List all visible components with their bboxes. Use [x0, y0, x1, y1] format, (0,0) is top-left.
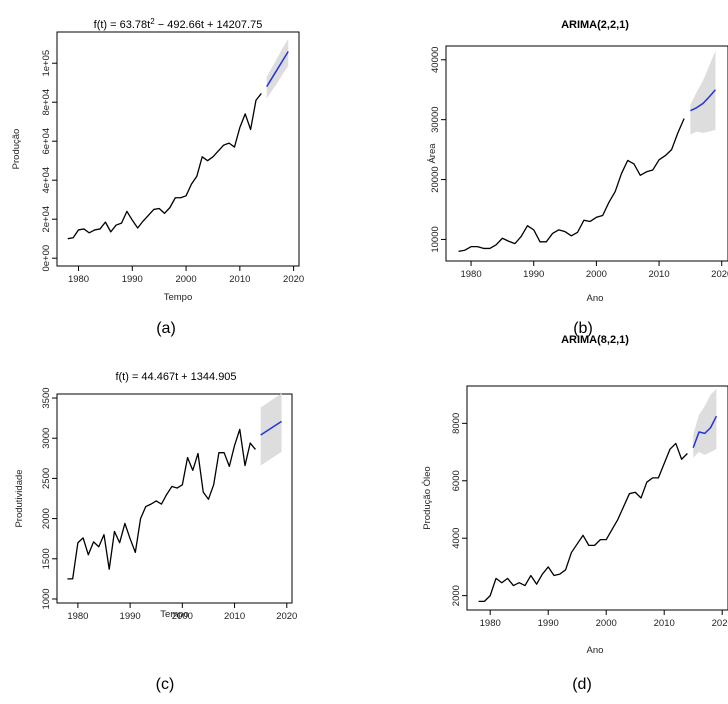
y-tick-label: 20000 [430, 166, 441, 192]
x-tick-label: 2000 [596, 618, 617, 629]
plot-frame [56, 31, 300, 267]
y-tick-label: 6000 [451, 470, 462, 491]
x-tick-label: 2000 [586, 269, 607, 280]
forecast-line [266, 51, 289, 87]
y-axis-label: Produtividade [14, 469, 25, 527]
y-tick-label: 8e+04 [41, 89, 52, 116]
x-tick-label: 1990 [122, 274, 143, 285]
panel-caption: (c) [156, 676, 175, 693]
forecast-line [692, 415, 718, 449]
y-axis-label: Área [427, 143, 438, 164]
x-axis-label: Ano [587, 645, 604, 656]
y-tick-label: 1000 [41, 588, 52, 609]
x-tick-label: 1980 [460, 269, 481, 280]
y-tick-label: 2500 [41, 468, 52, 489]
y-tick-label: 3500 [41, 387, 52, 408]
x-tick-label: 1980 [67, 611, 88, 622]
x-tick-label: 2020 [283, 274, 304, 285]
y-tick-label: 1e+05 [41, 50, 52, 77]
plot-frame [466, 385, 728, 611]
chart-title: f(t) = 63.78t2 − 492.66t + 14207.75 [94, 17, 263, 31]
observed-line [67, 428, 256, 580]
y-tick-label: 0e+00 [41, 245, 52, 272]
plot-frame [445, 45, 728, 262]
observed-line [67, 93, 262, 240]
x-tick-label: 2000 [172, 611, 193, 622]
x-tick-label: 2010 [648, 269, 669, 280]
forecast-line [260, 420, 282, 436]
observed-line [458, 118, 685, 253]
y-tick-label: 4e+04 [41, 167, 52, 194]
x-axis-label: Tempo [160, 609, 189, 620]
title-part: − 492.66t + 14207.75 [155, 19, 263, 31]
y-tick-label: 3000 [41, 428, 52, 449]
y-tick-label: 30000 [430, 106, 441, 132]
x-tick-label: 2020 [712, 618, 728, 629]
panel-caption: (d) [572, 676, 592, 693]
chart-a: 1980 1990 2000 2010 2020 0e+00 2e+04 4e+04 6e+04… [11, 17, 304, 337]
y-tick-label: 8000 [451, 413, 462, 434]
y-tick-label: 40000 [430, 47, 441, 73]
y-tick-label: 2000 [41, 508, 52, 529]
x-axis-label: Tempo [164, 292, 193, 303]
y-tick-label: 10000 [430, 226, 441, 252]
forecast-interval-band [260, 393, 282, 466]
x-tick-label: 1990 [523, 269, 544, 280]
x-tick-label: 1980 [480, 618, 501, 629]
y-axis-label: Produção [11, 129, 22, 170]
chart-title: ARIMA(2,2,1) [561, 19, 629, 31]
y-axis-label: Produção Óleo [422, 466, 433, 529]
y-tick-label: 4000 [451, 528, 462, 549]
chart-c: 1980 1990 2000 2010 2020 1000 1500 2000 2500 3000… [14, 371, 297, 693]
y-tick-label: 2e+04 [41, 206, 52, 233]
y-tick-label: 2000 [451, 585, 462, 606]
x-axis-label: Ano [587, 293, 604, 304]
forecast-interval-band [690, 50, 716, 135]
title-part: f(t) = 63.78t [94, 19, 151, 31]
x-tick-label: 1990 [120, 611, 141, 622]
x-tick-label: 2010 [654, 618, 675, 629]
chart-title: ARIMA(8,2,1) [561, 334, 629, 346]
chart-d: 1980 1990 2000 2010 2020 2000 4000 6000 8000 ARIM… [422, 334, 728, 693]
y-tick-label: 1500 [41, 548, 52, 569]
plot-frame [56, 393, 293, 604]
forecast-interval-band [693, 388, 717, 458]
x-tick-label: 2020 [276, 611, 297, 622]
y-tick-label: 6e+04 [41, 128, 52, 155]
chart-title: f(t) = 44.467t + 1344.905 [115, 371, 236, 383]
title-exponent: 2 [150, 17, 155, 26]
chart-b: 1980 1990 2000 2010 2020 10000 20000 30000 40000… [427, 19, 728, 337]
forecast-line [690, 89, 717, 112]
x-tick-label: 2010 [229, 274, 250, 285]
panel-caption: (a) [156, 320, 176, 337]
x-tick-label: 2020 [711, 269, 728, 280]
x-tick-label: 1980 [68, 274, 89, 285]
x-tick-label: 1990 [538, 618, 559, 629]
observed-line [478, 442, 688, 603]
panel-caption: (b) [573, 320, 593, 337]
x-tick-label: 2010 [224, 611, 245, 622]
x-tick-label: 2000 [175, 274, 196, 285]
